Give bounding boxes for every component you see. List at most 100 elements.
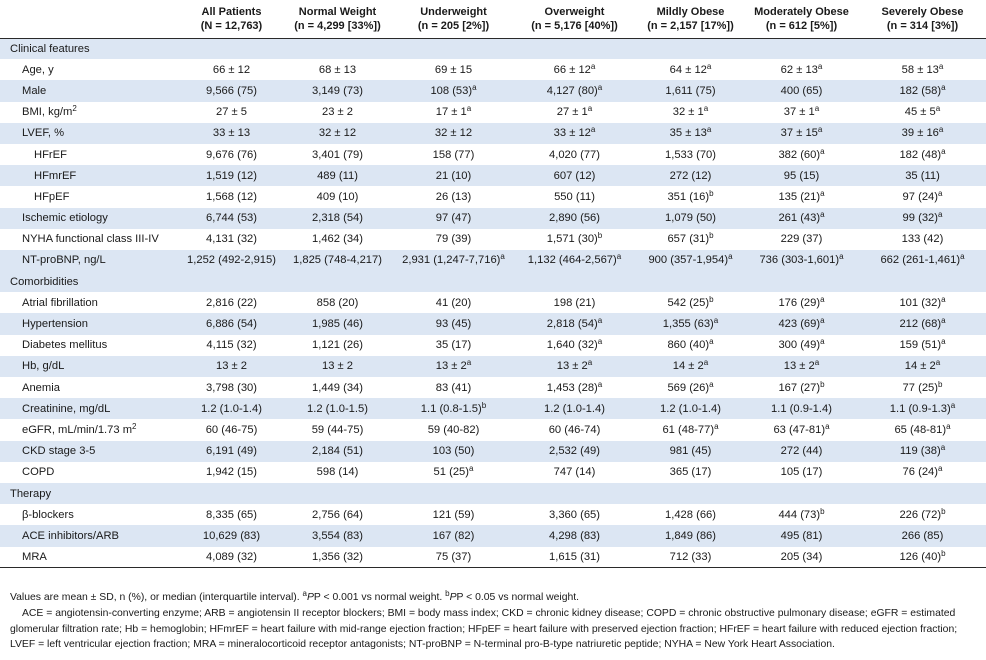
significance-marker: b [820, 379, 825, 389]
table-cell: 2,318 (54) [280, 207, 395, 229]
table-cell: 495 (81) [744, 525, 859, 547]
footnote-a-text: P < 0.001 vs normal weight. [313, 592, 446, 603]
table-cell: 13 ± 2 [183, 355, 280, 377]
row-label: Creatinine, mg/dL [0, 398, 183, 420]
row-label: BMI, kg/m2 [22, 104, 77, 119]
table-cell: 2,756 (64) [312, 508, 363, 521]
table-cell: 13 ± 2 [280, 355, 395, 377]
column-header: Overweight (n = 5,176 [40%]) [531, 5, 618, 32]
significance-marker: a [709, 379, 714, 389]
significance-marker: a [935, 358, 941, 368]
section-title: Comorbidities [0, 271, 986, 293]
table-cell: 1,942 (15) [206, 466, 257, 479]
table-cell: 66 ± 12a [553, 61, 596, 76]
table-cell: 712 (33) [669, 550, 712, 563]
table-cell: 93 (45) [395, 313, 512, 335]
header-row: All Patients (N = 12,763) Normal Weight (n… [0, 0, 986, 38]
row-label: Hypertension [0, 313, 183, 335]
table-cell: 1,356 (32) [312, 550, 363, 563]
significance-marker: a [597, 82, 603, 92]
table-cell: 108 (53)a [395, 80, 512, 102]
table-cell: 39 ± 16a [859, 122, 986, 144]
significance-marker: a [935, 104, 941, 114]
table-cell: 158 (77) [432, 148, 475, 161]
table-row: HFpEF 1,568 (12) 409 (10) 26 (13) 550 (11) 35… [0, 186, 986, 207]
table-cell: 68 ± 13 [318, 63, 357, 76]
table-cell: 101 (32)a [899, 294, 946, 309]
table-cell: 59 (40-82) [427, 423, 480, 436]
table-cell: 97 (24)a [902, 188, 943, 203]
table-cell: 4,020 (77) [549, 148, 600, 161]
table-cell: 33 ± 13 [183, 122, 280, 144]
table-cell: 409 (10) [316, 190, 359, 203]
table-cell: 542 (25)b [667, 294, 714, 309]
table-cell: 1,121 (26) [312, 339, 363, 352]
table-cell: 400 (65) [744, 80, 859, 102]
table-cell: 95 (15) [744, 165, 859, 187]
significance-marker: a [703, 358, 709, 368]
table-row: Age, y 66 ± 12 68 ± 13 69 ± 15 66 ± 12a 64 ± … [0, 59, 986, 80]
significance-marker: a [817, 125, 823, 135]
table-row: LVEF, % 33 ± 13 32 ± 12 32 ± 12 33 ± 12a 35 ±… [0, 122, 986, 144]
section-header-row: Therapy [0, 482, 986, 505]
table-cell: 858 (20) [316, 296, 359, 309]
significance-marker: b [481, 400, 487, 410]
significance-marker: a [941, 82, 946, 92]
table-cell: 1,453 (28)a [546, 379, 603, 394]
significance-marker: a [587, 104, 593, 114]
table-cell: 159 (51)a [899, 337, 946, 352]
table-cell: 167 (27)b [778, 379, 825, 394]
table-cell: 1,449 (34) [312, 381, 363, 394]
significance-marker: b [597, 231, 603, 241]
table-cell: 1.1 (0.8-1.5)b [395, 398, 512, 420]
table-row: NT-proBNP, ng/L 1,252 (492-2,915) 1,825 (7… [0, 249, 986, 272]
table-cell: 126 (40)b [899, 548, 946, 563]
significance-marker: a [820, 337, 825, 347]
significance-marker: a [941, 337, 946, 347]
significance-marker: b [709, 294, 714, 304]
column-header: All Patients (N = 12,763) [200, 5, 263, 32]
row-label: Ischemic etiology [0, 207, 183, 229]
column-header: Normal Weight (n = 4,299 [33%]) [294, 5, 381, 32]
table-cell: 45 ± 5a [904, 104, 941, 119]
table-cell: 1.2 (1.0-1.4) [512, 398, 637, 420]
table-cell: 1.1 (0.9-1.3)a [859, 398, 986, 420]
row-label: Diabetes mellitus [22, 339, 108, 352]
header-blank [0, 0, 183, 38]
table-cell: 97 (47) [395, 207, 512, 229]
table-cell: 66 ± 12 [212, 63, 251, 76]
table-cell: 76 (24)a [902, 464, 943, 479]
table-row: NYHA functional class III-IV 4,131 (32) 1,… [0, 229, 986, 250]
significance-marker: a [941, 294, 946, 304]
significance-marker: a [941, 316, 946, 326]
table-cell: 229 (37) [780, 233, 823, 246]
table-cell: 60 (46-75) [205, 423, 258, 436]
table-cell: 14 ± 2a [859, 355, 986, 377]
table-cell: 77 (25)b [902, 379, 943, 394]
table-cell: 26 (13) [435, 190, 472, 203]
table-row: eGFR, mL/min/1.73 m2 60 (46-75) 59 (44-75)… [0, 419, 986, 440]
significance-marker: a [820, 294, 825, 304]
significance-marker: a [466, 104, 472, 114]
table-cell: 900 (357-1,954)a [637, 249, 744, 272]
table-cell: 569 (26)a [667, 379, 714, 394]
table-cell: 6,191 (49) [183, 440, 280, 462]
row-label: HFmrEF [0, 165, 183, 187]
table-cell: 747 (14) [553, 466, 596, 479]
table-cell: 79 (39) [435, 233, 472, 246]
table-cell: 41 (20) [435, 296, 472, 309]
table-cell: 981 (45) [637, 440, 744, 462]
table-cell: 135 (21)a [778, 188, 825, 203]
table-cell: 3,401 (79) [312, 148, 363, 161]
table-cell: 105 (17) [780, 466, 823, 479]
table-cell: 133 (42) [901, 233, 944, 246]
table-row: Hb, g/dL 13 ± 2 13 ± 2 13 ± 2a 13 ± 2a 14 ± 2… [0, 355, 986, 377]
significance-marker: a [466, 358, 472, 368]
significance-marker: a [616, 252, 622, 262]
table-cell: 59 (44-75) [311, 423, 364, 436]
table-cell: 99 (32)a [859, 207, 986, 229]
significance-marker: a [950, 400, 956, 410]
table-cell: 3,554 (83) [280, 525, 395, 547]
table-cell: 35 (17) [435, 339, 472, 352]
